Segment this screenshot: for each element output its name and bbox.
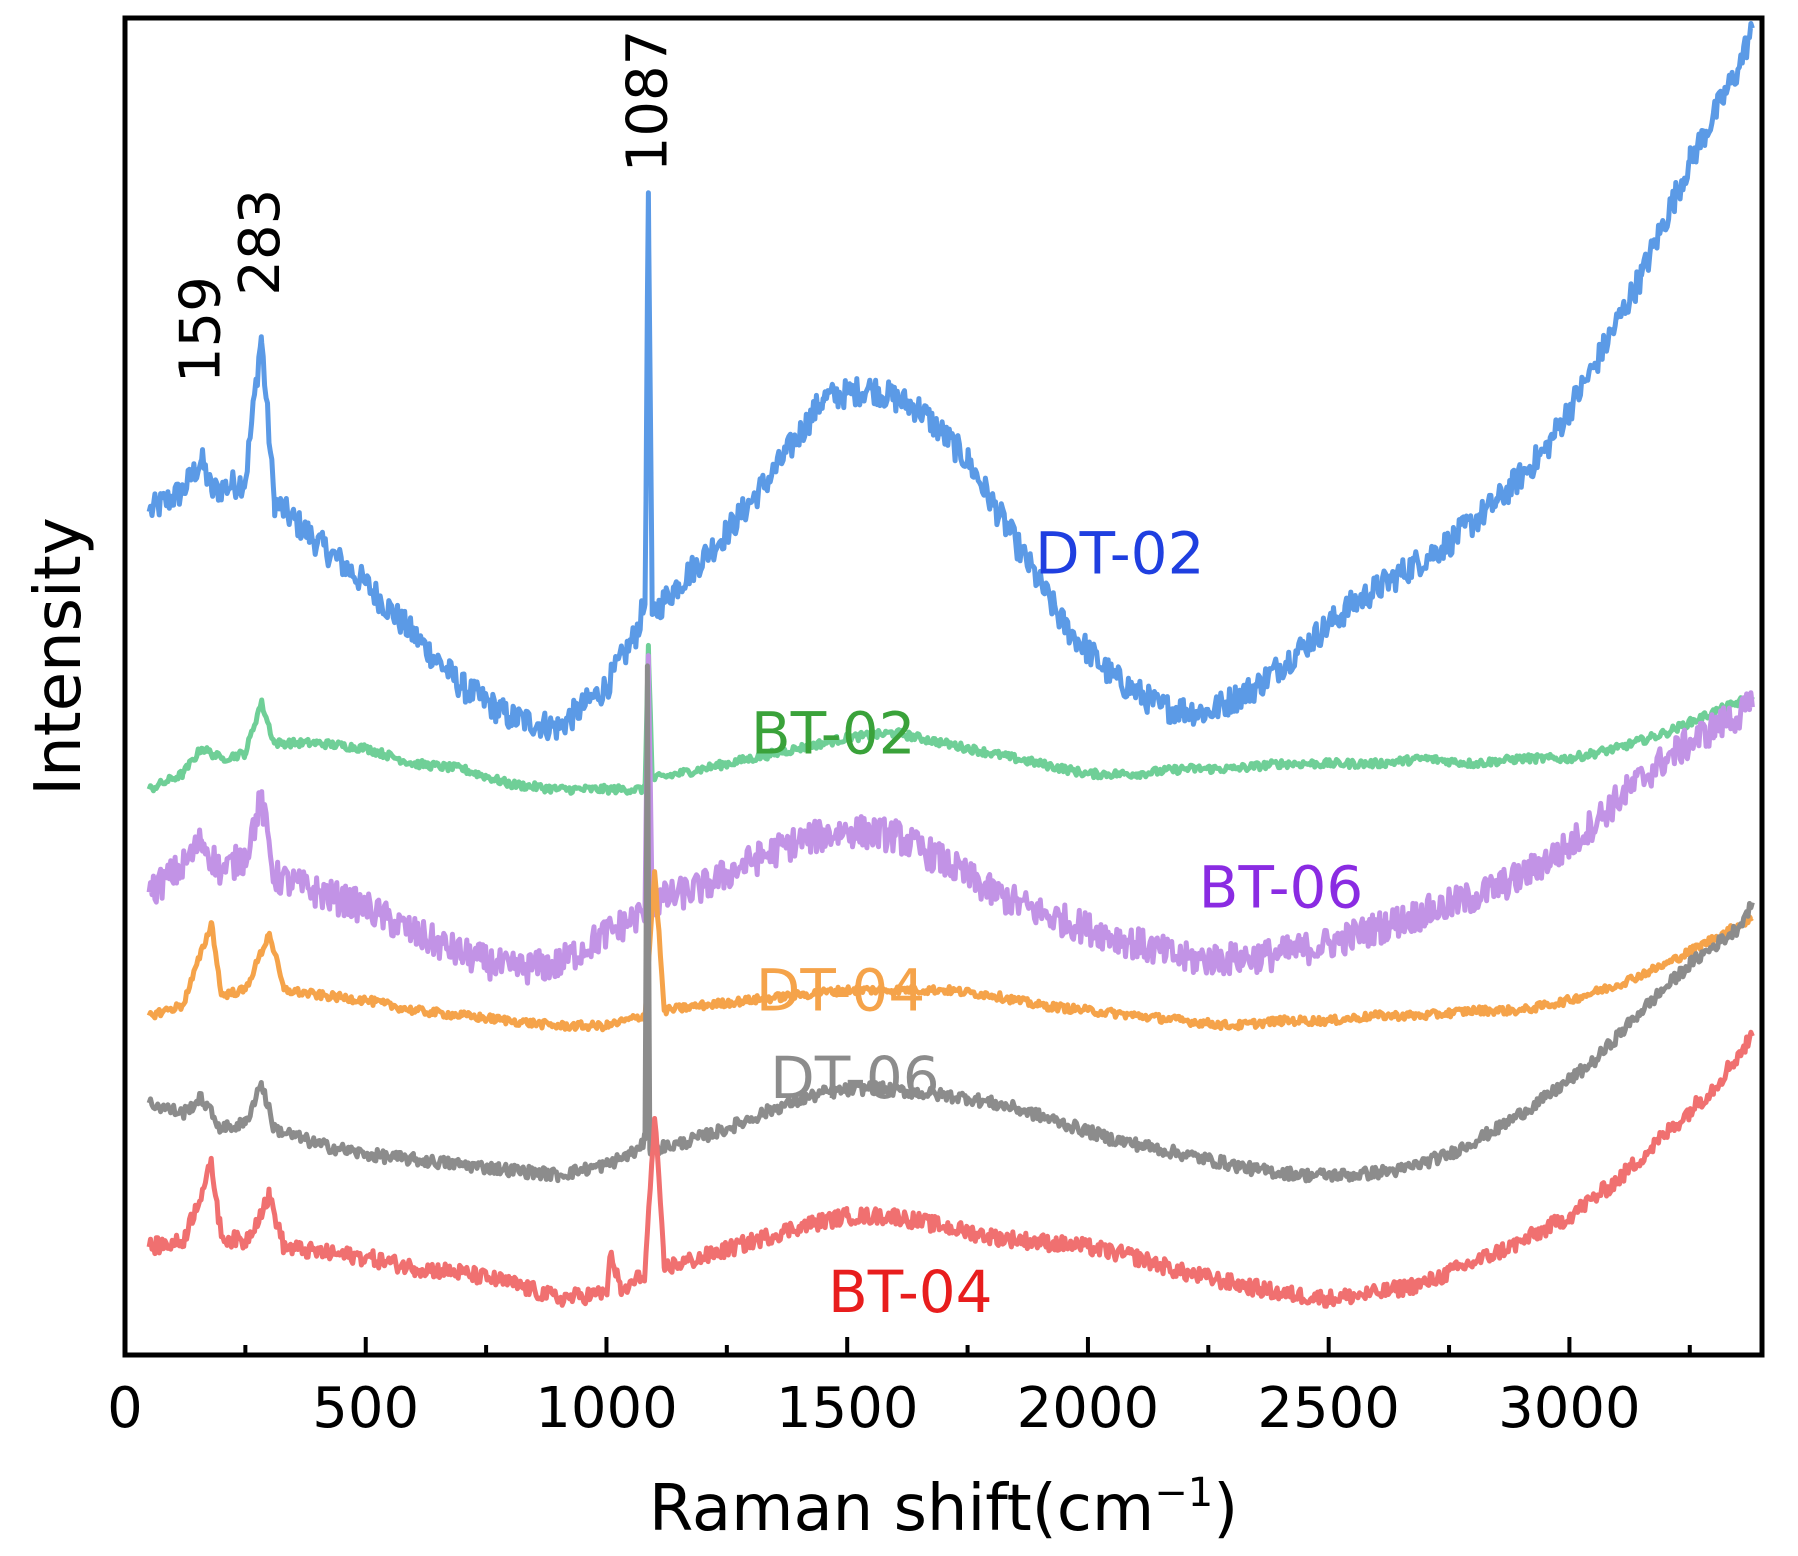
series-label-bt-04: BT-04 [828, 1258, 993, 1326]
y-axis-title: Intensity [22, 517, 96, 796]
ticks-layer: 0 500 1000 1500 2000 2500 3000 [107, 1337, 1692, 1441]
x-axis-title-sup: −1 [1154, 1470, 1213, 1516]
x-tick-label: 1500 [776, 1376, 919, 1441]
plot-frame [122, 15, 1765, 1358]
series-line-bt-02 [146, 642, 1755, 796]
x-axis-title-main: Raman shift(cm [649, 1472, 1154, 1546]
series-line-bt-04 [146, 1029, 1755, 1309]
x-axis-title-close: ) [1213, 1472, 1238, 1546]
series-line-bt-06 [146, 653, 1755, 986]
series-label-dt-06: DT-06 [770, 1044, 940, 1112]
x-tick-label: 0 [107, 1376, 143, 1441]
x-tick-label: 2500 [1257, 1376, 1400, 1441]
peak-label-159: 159 [169, 276, 234, 383]
x-tick-label: 3000 [1498, 1376, 1641, 1441]
peak-label-1087: 1087 [615, 30, 680, 173]
x-axis-title: Raman shift(cm−1) [649, 1470, 1238, 1546]
series-line-dt-04 [146, 869, 1754, 1033]
x-tick-label: 2000 [1017, 1376, 1160, 1441]
series-label-bt-02: BT-02 [751, 699, 916, 767]
series-layer [146, 21, 1755, 1309]
series-label-bt-06: BT-06 [1199, 854, 1364, 922]
x-tick-label: 500 [312, 1376, 419, 1441]
series-line-dt-02 [146, 21, 1755, 742]
series-label-dt-04: DT-04 [756, 956, 926, 1024]
x-tick-label: 1000 [535, 1376, 678, 1441]
series-line-dt-06 [146, 663, 1755, 1184]
series-label-dt-02: DT-02 [1035, 519, 1205, 587]
peak-label-283: 283 [228, 189, 293, 296]
